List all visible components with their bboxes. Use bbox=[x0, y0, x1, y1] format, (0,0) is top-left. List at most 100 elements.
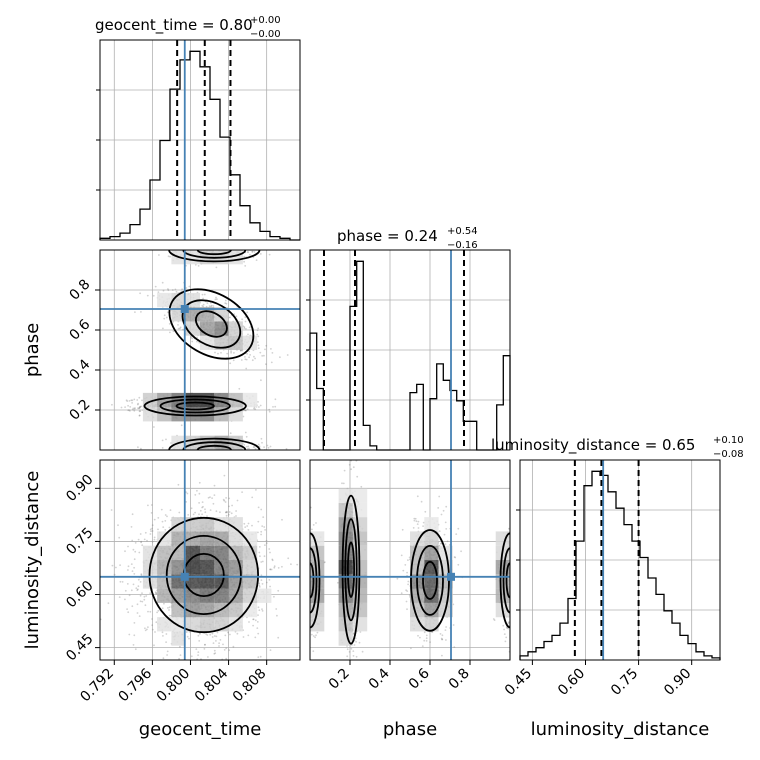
scatter-point bbox=[131, 539, 134, 542]
scatter-point bbox=[226, 464, 228, 466]
scatter-point bbox=[138, 396, 141, 399]
scatter-point bbox=[208, 246, 210, 248]
scatter-point bbox=[167, 607, 169, 609]
scatter-point bbox=[137, 585, 140, 588]
scatter-point bbox=[202, 246, 204, 248]
scatter-point bbox=[214, 453, 216, 455]
scatter-point bbox=[231, 242, 233, 244]
scatter-point bbox=[218, 247, 220, 249]
contour-line bbox=[159, 398, 231, 414]
scatter-point bbox=[194, 452, 196, 454]
scatter-point bbox=[203, 247, 205, 249]
scatter-point bbox=[212, 642, 215, 644]
scatter-point bbox=[182, 328, 185, 331]
scatter-point bbox=[202, 246, 204, 248]
scatter-point bbox=[260, 533, 262, 536]
scatter-point bbox=[162, 289, 165, 292]
scatter-point bbox=[156, 611, 159, 614]
scatter-point bbox=[128, 400, 131, 402]
scatter-point bbox=[204, 643, 206, 646]
contour-line bbox=[182, 250, 247, 259]
scatter-point bbox=[261, 608, 263, 611]
scatter-point bbox=[265, 363, 267, 366]
scatter-point bbox=[225, 514, 228, 517]
scatter-point bbox=[258, 586, 261, 588]
scatter-point bbox=[259, 453, 261, 455]
scatter-point bbox=[195, 451, 197, 453]
scatter-point bbox=[258, 584, 261, 587]
scatter-point bbox=[185, 456, 187, 458]
scatter-point bbox=[204, 643, 206, 646]
scatter-point bbox=[259, 655, 262, 658]
scatter-point bbox=[271, 559, 274, 562]
scatter-point bbox=[259, 351, 262, 354]
scatter-point bbox=[214, 298, 217, 301]
scatter-point bbox=[224, 501, 227, 503]
scatter-point bbox=[246, 447, 249, 450]
scatter-point bbox=[150, 504, 153, 506]
scatter-point bbox=[225, 453, 227, 455]
scatter-point bbox=[161, 281, 164, 284]
scatter-point bbox=[215, 510, 218, 513]
scatter-point bbox=[287, 557, 290, 560]
scatter-point bbox=[239, 349, 242, 352]
scatter-point bbox=[196, 340, 198, 343]
scatter-point bbox=[245, 367, 248, 370]
scatter-point bbox=[136, 399, 139, 401]
scatter-point bbox=[162, 327, 164, 330]
scatter-point bbox=[246, 251, 249, 253]
scatter-point bbox=[257, 240, 259, 242]
scatter-point bbox=[247, 246, 249, 248]
scatter-point bbox=[252, 446, 255, 448]
scatter-point bbox=[228, 649, 231, 652]
scatter-point bbox=[203, 453, 205, 455]
scatter-point bbox=[252, 246, 254, 248]
scatter-point bbox=[219, 639, 222, 641]
scatter-point bbox=[224, 247, 226, 249]
scatter-point bbox=[171, 289, 174, 291]
scatter-point bbox=[168, 609, 170, 611]
scatter-point bbox=[213, 652, 216, 655]
scatter-point bbox=[200, 453, 202, 455]
scatter-point bbox=[133, 407, 136, 410]
scatter-point bbox=[253, 247, 255, 249]
scatter-point bbox=[198, 451, 200, 453]
scatter-point bbox=[235, 247, 237, 249]
scatter-point bbox=[206, 515, 208, 517]
scatter-point bbox=[253, 455, 255, 457]
scatter-point bbox=[233, 455, 235, 457]
scatter-point bbox=[260, 579, 263, 581]
scatter-point bbox=[200, 456, 202, 458]
scatter-point bbox=[259, 555, 261, 558]
scatter-point bbox=[232, 645, 235, 648]
scatter-point bbox=[243, 522, 246, 525]
scatter-point bbox=[238, 247, 240, 249]
density-cell bbox=[157, 392, 172, 408]
scatter-point bbox=[248, 350, 251, 353]
scatter-point bbox=[201, 454, 203, 456]
scatter-point bbox=[226, 242, 228, 244]
scatter-point bbox=[212, 451, 214, 453]
scatter-point bbox=[198, 640, 201, 642]
scatter-point bbox=[277, 636, 280, 639]
scatter-point bbox=[204, 245, 206, 247]
scatter-point bbox=[228, 668, 230, 670]
scatter-point bbox=[168, 606, 171, 609]
scatter-point bbox=[198, 502, 201, 504]
scatter-point bbox=[251, 359, 254, 362]
scatter-point bbox=[257, 401, 259, 403]
scatter-point bbox=[189, 248, 191, 250]
scatter-point bbox=[137, 402, 140, 405]
scatter-point bbox=[229, 362, 232, 365]
scatter-point bbox=[138, 410, 141, 413]
scatter-point bbox=[170, 453, 172, 455]
scatter-point bbox=[168, 246, 170, 248]
scatter-point bbox=[128, 594, 131, 597]
scatter-point bbox=[185, 245, 187, 247]
scatter-point bbox=[274, 398, 277, 401]
scatter-point bbox=[216, 247, 218, 249]
scatter-point bbox=[115, 566, 117, 569]
scatter-point bbox=[265, 344, 268, 347]
scatter-point bbox=[271, 558, 274, 561]
